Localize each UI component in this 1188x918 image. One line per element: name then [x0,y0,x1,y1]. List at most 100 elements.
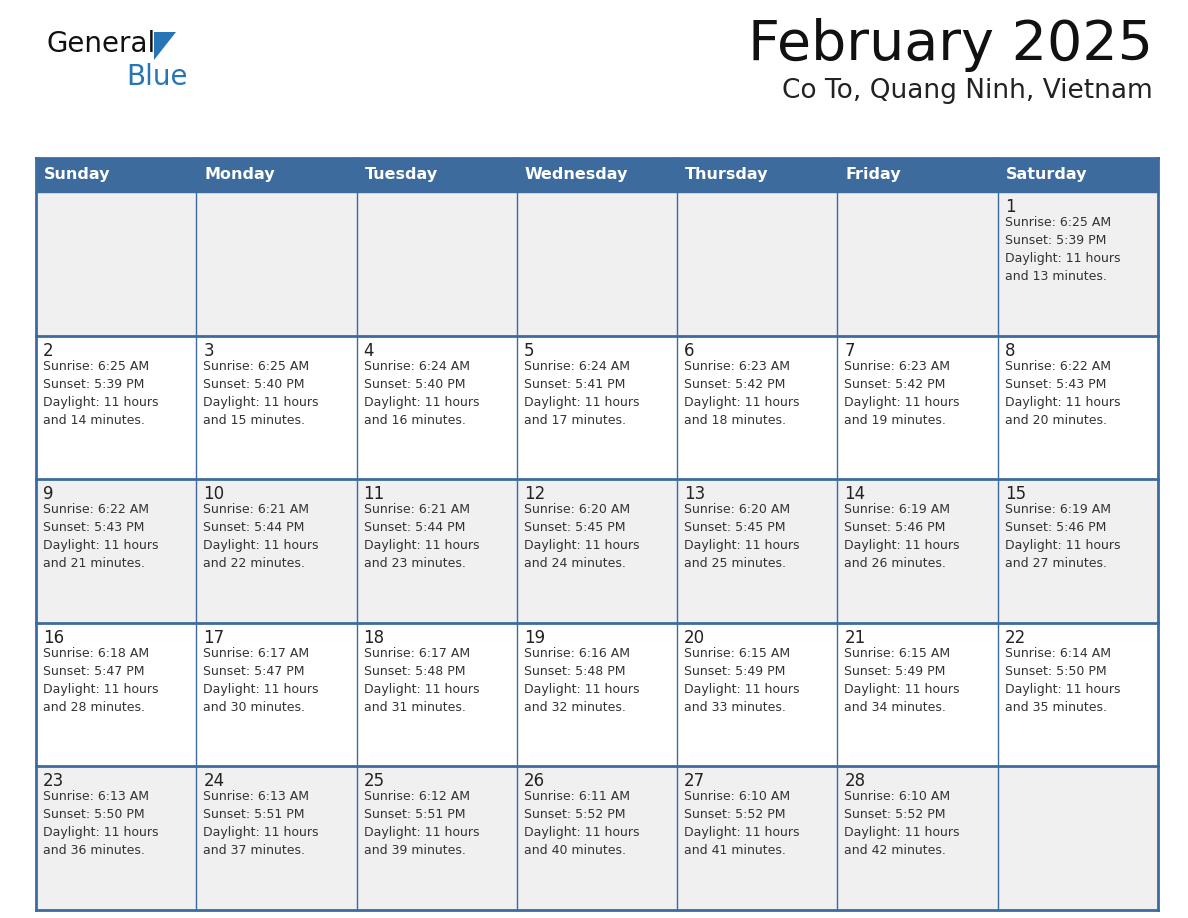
Bar [998,192,1158,336]
Text: Sunrise: 6:25 AM
Sunset: 5:39 PM
Daylight: 11 hours
and 14 minutes.: Sunrise: 6:25 AM Sunset: 5:39 PM Dayligh… [43,360,158,427]
Text: 4: 4 [364,341,374,360]
Text: Sunrise: 6:17 AM
Sunset: 5:47 PM
Daylight: 11 hours
and 30 minutes.: Sunrise: 6:17 AM Sunset: 5:47 PM Dayligh… [203,647,318,714]
Bar [677,158,838,192]
Text: 7: 7 [845,341,855,360]
Text: Friday: Friday [846,167,901,183]
Bar [677,767,838,910]
Bar [998,767,1158,910]
Text: 10: 10 [203,486,225,503]
Text: 26: 26 [524,772,545,790]
Bar [677,622,838,767]
Text: 23: 23 [43,772,64,790]
Bar [517,622,677,767]
Bar [838,336,998,479]
Bar [998,158,1158,192]
Text: Sunrise: 6:23 AM
Sunset: 5:42 PM
Daylight: 11 hours
and 19 minutes.: Sunrise: 6:23 AM Sunset: 5:42 PM Dayligh… [845,360,960,427]
Text: Sunrise: 6:19 AM
Sunset: 5:46 PM
Daylight: 11 hours
and 27 minutes.: Sunrise: 6:19 AM Sunset: 5:46 PM Dayligh… [1005,503,1120,570]
Text: 3: 3 [203,341,214,360]
Text: Sunrise: 6:20 AM
Sunset: 5:45 PM
Daylight: 11 hours
and 25 minutes.: Sunrise: 6:20 AM Sunset: 5:45 PM Dayligh… [684,503,800,570]
Text: Blue: Blue [126,63,188,91]
Bar [998,336,1158,479]
Bar [36,622,196,767]
Bar [517,767,677,910]
Polygon shape [154,32,176,60]
Text: Sunrise: 6:14 AM
Sunset: 5:50 PM
Daylight: 11 hours
and 35 minutes.: Sunrise: 6:14 AM Sunset: 5:50 PM Dayligh… [1005,647,1120,714]
Text: 21: 21 [845,629,866,647]
Bar [517,479,677,622]
Text: 17: 17 [203,629,225,647]
Bar [356,158,517,192]
Text: Sunrise: 6:23 AM
Sunset: 5:42 PM
Daylight: 11 hours
and 18 minutes.: Sunrise: 6:23 AM Sunset: 5:42 PM Dayligh… [684,360,800,427]
Text: Sunrise: 6:21 AM
Sunset: 5:44 PM
Daylight: 11 hours
and 22 minutes.: Sunrise: 6:21 AM Sunset: 5:44 PM Dayligh… [203,503,318,570]
Bar [36,479,196,622]
Bar [838,622,998,767]
Bar [838,479,998,622]
Text: 24: 24 [203,772,225,790]
Text: Sunrise: 6:17 AM
Sunset: 5:48 PM
Daylight: 11 hours
and 31 minutes.: Sunrise: 6:17 AM Sunset: 5:48 PM Dayligh… [364,647,479,714]
Text: 16: 16 [43,629,64,647]
Text: Sunrise: 6:22 AM
Sunset: 5:43 PM
Daylight: 11 hours
and 21 minutes.: Sunrise: 6:22 AM Sunset: 5:43 PM Dayligh… [43,503,158,570]
Bar [196,158,356,192]
Text: Thursday: Thursday [685,167,769,183]
Text: Monday: Monday [204,167,274,183]
Bar [356,336,517,479]
Bar [36,336,196,479]
Bar [677,192,838,336]
Bar [196,479,356,622]
Bar [517,336,677,479]
Bar [517,192,677,336]
Text: Sunrise: 6:10 AM
Sunset: 5:52 PM
Daylight: 11 hours
and 41 minutes.: Sunrise: 6:10 AM Sunset: 5:52 PM Dayligh… [684,790,800,857]
Text: 9: 9 [43,486,53,503]
Bar [196,336,356,479]
Bar [356,622,517,767]
Bar [677,336,838,479]
Text: General: General [46,30,156,58]
Text: 13: 13 [684,486,706,503]
Bar [517,158,677,192]
Bar [838,192,998,336]
Text: Sunrise: 6:15 AM
Sunset: 5:49 PM
Daylight: 11 hours
and 34 minutes.: Sunrise: 6:15 AM Sunset: 5:49 PM Dayligh… [845,647,960,714]
Text: Sunrise: 6:12 AM
Sunset: 5:51 PM
Daylight: 11 hours
and 39 minutes.: Sunrise: 6:12 AM Sunset: 5:51 PM Dayligh… [364,790,479,857]
Text: Saturday: Saturday [1006,167,1087,183]
Text: Sunrise: 6:22 AM
Sunset: 5:43 PM
Daylight: 11 hours
and 20 minutes.: Sunrise: 6:22 AM Sunset: 5:43 PM Dayligh… [1005,360,1120,427]
Text: 28: 28 [845,772,866,790]
Text: 19: 19 [524,629,545,647]
Text: Sunrise: 6:16 AM
Sunset: 5:48 PM
Daylight: 11 hours
and 32 minutes.: Sunrise: 6:16 AM Sunset: 5:48 PM Dayligh… [524,647,639,714]
Text: 20: 20 [684,629,706,647]
Bar [677,479,838,622]
Text: Sunrise: 6:18 AM
Sunset: 5:47 PM
Daylight: 11 hours
and 28 minutes.: Sunrise: 6:18 AM Sunset: 5:47 PM Dayligh… [43,647,158,714]
Text: Sunrise: 6:13 AM
Sunset: 5:51 PM
Daylight: 11 hours
and 37 minutes.: Sunrise: 6:13 AM Sunset: 5:51 PM Dayligh… [203,790,318,857]
Text: Sunrise: 6:24 AM
Sunset: 5:41 PM
Daylight: 11 hours
and 17 minutes.: Sunrise: 6:24 AM Sunset: 5:41 PM Dayligh… [524,360,639,427]
Text: 8: 8 [1005,341,1016,360]
Text: Sunrise: 6:19 AM
Sunset: 5:46 PM
Daylight: 11 hours
and 26 minutes.: Sunrise: 6:19 AM Sunset: 5:46 PM Dayligh… [845,503,960,570]
Bar [36,767,196,910]
Text: 11: 11 [364,486,385,503]
Bar [36,192,196,336]
Bar [998,479,1158,622]
Text: 5: 5 [524,341,535,360]
Bar [838,767,998,910]
Text: Sunrise: 6:15 AM
Sunset: 5:49 PM
Daylight: 11 hours
and 33 minutes.: Sunrise: 6:15 AM Sunset: 5:49 PM Dayligh… [684,647,800,714]
Text: Sunrise: 6:11 AM
Sunset: 5:52 PM
Daylight: 11 hours
and 40 minutes.: Sunrise: 6:11 AM Sunset: 5:52 PM Dayligh… [524,790,639,857]
Text: Sunrise: 6:13 AM
Sunset: 5:50 PM
Daylight: 11 hours
and 36 minutes.: Sunrise: 6:13 AM Sunset: 5:50 PM Dayligh… [43,790,158,857]
Bar [838,158,998,192]
Text: Sunrise: 6:10 AM
Sunset: 5:52 PM
Daylight: 11 hours
and 42 minutes.: Sunrise: 6:10 AM Sunset: 5:52 PM Dayligh… [845,790,960,857]
Text: 14: 14 [845,486,866,503]
Text: 2: 2 [43,341,53,360]
Text: 18: 18 [364,629,385,647]
Text: 6: 6 [684,341,695,360]
Text: February 2025: February 2025 [748,18,1154,72]
Bar [356,192,517,336]
Bar [36,158,196,192]
Bar [196,767,356,910]
Bar [196,622,356,767]
Text: Sunrise: 6:25 AM
Sunset: 5:40 PM
Daylight: 11 hours
and 15 minutes.: Sunrise: 6:25 AM Sunset: 5:40 PM Dayligh… [203,360,318,427]
Text: Sunrise: 6:20 AM
Sunset: 5:45 PM
Daylight: 11 hours
and 24 minutes.: Sunrise: 6:20 AM Sunset: 5:45 PM Dayligh… [524,503,639,570]
Text: Sunrise: 6:25 AM
Sunset: 5:39 PM
Daylight: 11 hours
and 13 minutes.: Sunrise: 6:25 AM Sunset: 5:39 PM Dayligh… [1005,216,1120,283]
Text: Co To, Quang Ninh, Vietnam: Co To, Quang Ninh, Vietnam [782,78,1154,104]
Text: 1: 1 [1005,198,1016,216]
Text: 25: 25 [364,772,385,790]
Text: 22: 22 [1005,629,1026,647]
Text: Tuesday: Tuesday [365,167,437,183]
Text: 15: 15 [1005,486,1026,503]
